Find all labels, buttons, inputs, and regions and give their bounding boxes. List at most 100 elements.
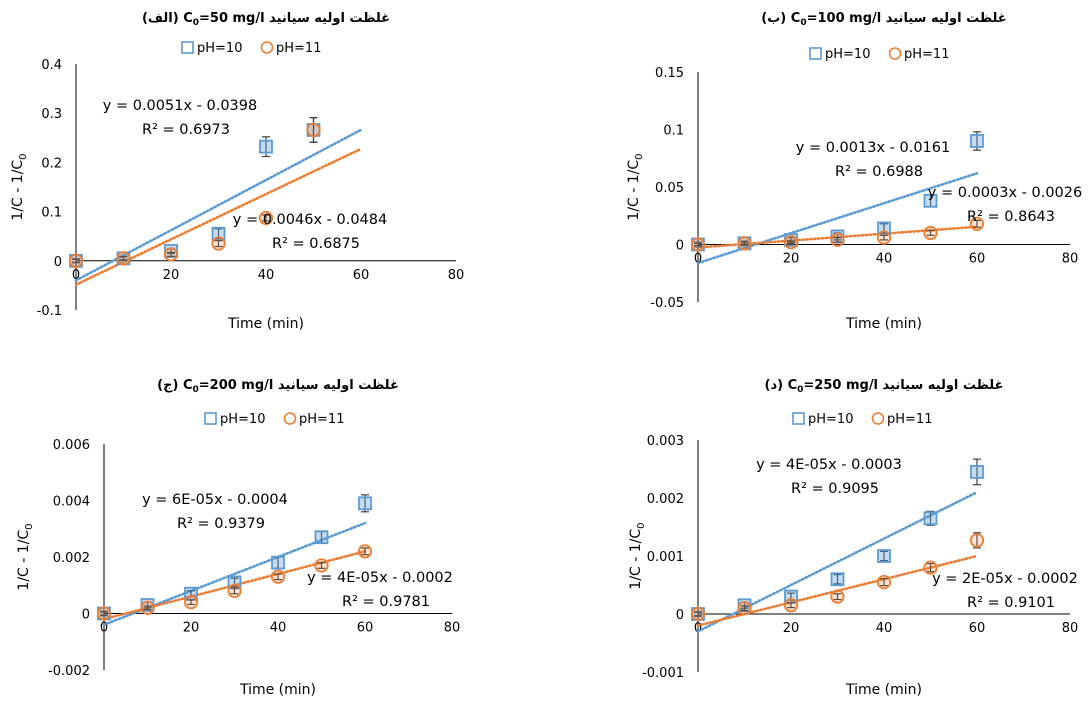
legend-square-icon	[792, 412, 805, 425]
legend-square-icon	[809, 47, 822, 60]
data-point	[737, 236, 752, 251]
circle-marker	[96, 606, 112, 621]
trend-r2-ph11: R² = 0.9781	[342, 594, 430, 610]
data-point	[690, 606, 706, 622]
data-point	[877, 549, 891, 563]
chart-svg: غلظت اولیه سیانید C0=50 mg/l (الف)pH=10 p…	[10, 11, 464, 332]
chart-title: غلظت اولیه سیانید C0=250 mg/l (د)	[765, 378, 1004, 395]
data-point	[830, 232, 845, 247]
legend-label-ph10: pH=10	[825, 47, 870, 62]
chart-title: غلظت اولیه سیانید C0=200 mg/l (ج)	[157, 378, 399, 395]
data-point	[140, 600, 155, 615]
legend-circle-icon	[888, 47, 902, 60]
circle-marker	[783, 235, 799, 250]
chart-svg: غلظت اولیه سیانید C0=100 mg/l (ب)pH=10 pH…	[626, 11, 1082, 332]
chart-panel-b: غلظت اولیه سیانید C0=100 mg/l (ب) pH=10 pH…	[545, 0, 1089, 352]
data-point	[783, 598, 799, 613]
x-axis-title: Time (min)	[845, 682, 922, 698]
y-tick-label: -0.001	[642, 666, 684, 681]
legend-label-ph11: pH=11	[299, 412, 344, 427]
y-axis-title: 1/C - 1/C0	[626, 153, 645, 220]
x-tick-label: 20	[783, 621, 800, 636]
trend-r2-ph10: R² = 0.6988	[835, 164, 923, 180]
legend-label-ph10: pH=10	[808, 412, 853, 427]
x-tick-label: 40	[876, 252, 893, 267]
circle-marker	[737, 236, 752, 251]
data-point	[259, 136, 273, 158]
y-tick-label: 0.2	[41, 156, 62, 171]
data-point	[116, 251, 131, 266]
circle-marker	[969, 216, 985, 231]
chart-title: غلظت اولیه سیانید C0=50 mg/l (الف)	[142, 11, 390, 28]
y-tick-label: 0.4	[41, 58, 62, 73]
data-point	[970, 458, 984, 486]
trendline-ph10	[74, 128, 363, 282]
data-point	[68, 253, 84, 268]
legend-circle-icon	[283, 412, 297, 425]
y-tick-label: -0.1	[37, 304, 62, 319]
data-point	[96, 606, 112, 621]
circle-marker	[830, 232, 845, 247]
x-tick-label: 20	[163, 268, 180, 283]
legend-label-ph11: pH=11	[887, 412, 932, 427]
data-point	[923, 225, 938, 241]
trend-equation-ph10: y = 0.0051x - 0.0398	[103, 98, 257, 114]
trend-equation-ph11: y = 4E-05x - 0.0002	[307, 570, 453, 586]
y-axis-title: 1/C - 1/C0	[628, 522, 647, 589]
data-point	[358, 494, 372, 513]
legend-circle-icon	[260, 41, 274, 54]
legend-square-icon	[204, 412, 217, 425]
circle-marker	[183, 595, 199, 610]
data-point	[923, 560, 938, 575]
x-axis-title: Time (min)	[845, 316, 922, 332]
trend-r2-ph11: R² = 0.9101	[967, 595, 1055, 611]
data-point	[923, 193, 938, 208]
data-point	[183, 595, 199, 610]
data-point	[270, 569, 286, 584]
x-tick-label: 60	[353, 268, 370, 283]
y-tick-label: 0	[676, 239, 684, 254]
y-tick-label: 0.004	[53, 495, 90, 510]
x-axis-title: Time (min)	[239, 682, 316, 698]
circle-marker	[68, 253, 84, 268]
square-marker	[358, 496, 372, 511]
data-point	[211, 226, 226, 241]
square-marker	[877, 549, 891, 563]
y-tick-label: 0.15	[655, 66, 684, 81]
x-tick-label: 60	[357, 621, 374, 636]
square-marker	[259, 139, 273, 154]
y-tick-label: 0.05	[655, 181, 684, 196]
data-point	[357, 544, 373, 559]
y-axis-title: 1/C - 1/C0	[10, 153, 29, 220]
circle-marker	[923, 560, 938, 575]
chart-title: غلظت اولیه سیانید C0=100 mg/l (ب)	[761, 11, 1006, 28]
legend-label-ph11: pH=11	[276, 41, 321, 56]
chart-legend: pH=10 pH=11	[181, 41, 321, 56]
x-tick-label: 0	[100, 621, 108, 636]
circle-marker	[969, 533, 985, 548]
circle-marker	[737, 601, 752, 616]
chart-legend: pH=10 pH=11	[792, 412, 932, 427]
circle-marker	[690, 606, 706, 622]
x-tick-label: 0	[694, 621, 702, 636]
x-axis-title: Time (min)	[227, 316, 304, 332]
data-point	[227, 583, 242, 599]
y-tick-label: 0	[54, 255, 62, 270]
trend-equation-ph10: y = 4E-05x - 0.0003	[756, 457, 902, 473]
chart-panel-a: غلظت اولیه سیانید C0=50 mg/l (الف) pH=10 p…	[0, 0, 545, 352]
circle-marker	[211, 236, 226, 251]
legend-label-ph10: pH=10	[197, 41, 242, 56]
data-point	[969, 216, 985, 231]
circle-marker	[923, 225, 938, 241]
trendline-ph10	[696, 172, 979, 265]
y-tick-label: 0	[676, 608, 684, 623]
circle-marker	[830, 589, 845, 604]
trend-r2-ph10: R² = 0.9379	[177, 516, 265, 532]
data-point	[923, 510, 938, 526]
circle-marker	[876, 574, 892, 590]
chart-svg: غلظت اولیه سیانید C0=200 mg/l (ج)pH=10 pH…	[16, 378, 461, 698]
square-marker	[923, 511, 938, 526]
x-tick-label: 80	[444, 621, 461, 636]
trend-equation-ph11: y = 0.0003x - 0.0026	[928, 185, 1082, 201]
square-marker	[314, 530, 329, 545]
